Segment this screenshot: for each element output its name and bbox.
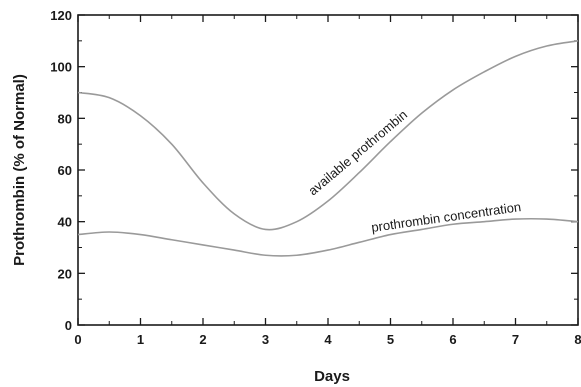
x-axis-title: Days <box>314 368 350 385</box>
y-tick-label: 100 <box>50 60 72 75</box>
y-axis-title: Prothrombin (% of Normal) <box>11 74 28 266</box>
series-lines <box>77 40 579 257</box>
series-line-available-prothrombin <box>77 40 579 231</box>
x-tick-label: 2 <box>199 332 206 347</box>
y-tick-label: 60 <box>58 163 72 178</box>
x-tick-label: 8 <box>574 332 581 347</box>
x-tick-label: 3 <box>262 332 269 347</box>
ticks <box>77 14 579 326</box>
x-tick-label: 4 <box>324 332 332 347</box>
y-tick-label: 40 <box>58 215 72 230</box>
y-tick-label: 0 <box>65 318 72 333</box>
x-tick-label: 1 <box>137 332 144 347</box>
y-tick-label: 80 <box>58 111 72 126</box>
x-tick-label: 6 <box>449 332 456 347</box>
x-tick-label: 5 <box>387 332 394 347</box>
y-tick-label: 20 <box>58 266 72 281</box>
y-tick-label: 120 <box>50 8 72 23</box>
series-line-prothrombin-concentration <box>77 217 579 257</box>
annotation-prothrombin-concentration: prothrombin concentration <box>370 199 522 235</box>
x-tick-label: 0 <box>74 332 81 347</box>
annotation-available-prothrombin: available prothrombin <box>305 107 410 198</box>
x-tick-label: 7 <box>512 332 519 347</box>
